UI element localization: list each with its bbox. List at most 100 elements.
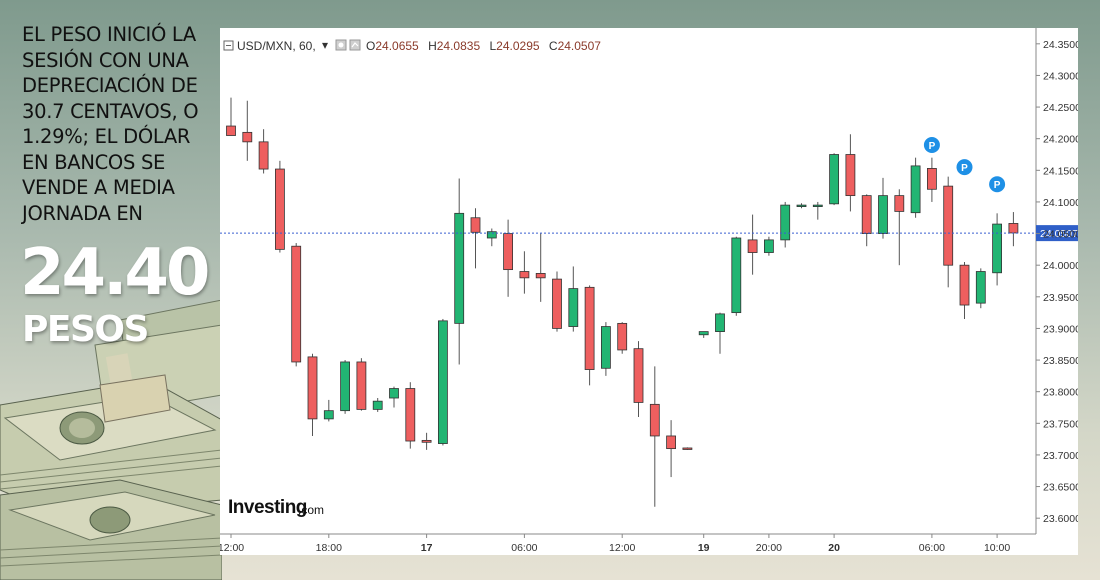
candle xyxy=(845,134,856,212)
settings-icon[interactable] xyxy=(335,39,347,51)
candle xyxy=(226,97,236,136)
candle xyxy=(682,447,693,450)
x-tick-label: 17 xyxy=(421,542,433,554)
low-value: 24.0295 xyxy=(496,39,540,53)
candlestick-chart: USD/MXN, 60, ▾ O24.0655 H24.0835 L24.029… xyxy=(220,28,1078,554)
candle-body-up xyxy=(780,204,791,241)
candle xyxy=(959,262,970,319)
candle-body-down xyxy=(894,195,905,212)
candle-body-down xyxy=(861,195,872,234)
headline-line: 1.29%; EL DÓLAR xyxy=(22,125,191,148)
markers-layer: P P P xyxy=(923,137,1006,193)
candle xyxy=(519,251,530,294)
candle-body-down xyxy=(242,131,253,143)
candle-body-down xyxy=(959,264,970,306)
candle-body-down xyxy=(633,348,644,403)
x-tick-label: 20:00 xyxy=(756,542,782,554)
x-tick-label: 20 xyxy=(828,542,840,554)
collapse-icon[interactable] xyxy=(223,40,234,51)
dividend-marker[interactable]: P xyxy=(923,137,940,154)
investing-logo: Investing .com xyxy=(228,497,324,518)
candle-body-down xyxy=(1008,223,1019,234)
y-tick-label: 23.7000 xyxy=(1043,450,1078,462)
x-axis: 12:00 18:00 17 06:00 12:00 19 20:00 20 06:00 10:0… xyxy=(220,534,1010,554)
candle-body-up xyxy=(715,313,725,333)
candle xyxy=(470,208,481,269)
candle xyxy=(486,228,497,247)
open-label: O xyxy=(366,39,375,53)
candle xyxy=(421,432,432,450)
candle xyxy=(389,386,399,408)
logo-main: Investing xyxy=(228,497,307,518)
headline: EL PESO INICIÓ LA SESIÓN CON UNA DEPRECI… xyxy=(22,22,222,226)
candle-body-down xyxy=(519,271,530,279)
dividend-marker[interactable]: P xyxy=(989,176,1006,193)
candle-body-down xyxy=(649,403,660,437)
headline-line: JORNADA EN xyxy=(22,201,143,225)
compare-icon[interactable] xyxy=(349,39,361,51)
y-tick-label: 23.8000 xyxy=(1043,387,1078,399)
candle-body-up xyxy=(975,271,986,304)
svg-text:O24.0655 H24.0835: O24.0655 H24.0835 L24.0295 C24.0507 xyxy=(366,39,601,53)
candle xyxy=(975,268,986,309)
candle-body-down xyxy=(584,286,595,370)
candle-body-down xyxy=(307,356,318,420)
candle-body-up xyxy=(568,288,579,327)
candle-body-down xyxy=(291,245,302,363)
candle xyxy=(943,176,954,288)
dividend-marker[interactable]: P xyxy=(956,159,973,176)
candle-body-down xyxy=(275,168,285,250)
candle-body-down xyxy=(552,278,562,329)
candle xyxy=(764,236,774,256)
candle xyxy=(649,366,660,507)
candle-body-down xyxy=(943,185,954,266)
candle-body-down xyxy=(405,388,416,442)
candle xyxy=(715,312,725,354)
candle-body-down xyxy=(421,439,432,443)
chevron-down-icon[interactable]: ▾ xyxy=(322,38,328,52)
money-stack-middle xyxy=(0,374,222,516)
candle-body-up xyxy=(878,195,888,234)
candle xyxy=(437,318,448,446)
candle xyxy=(405,382,416,449)
marker-label: P xyxy=(994,180,1001,191)
candle xyxy=(307,353,318,436)
candle-body-up xyxy=(829,154,839,205)
candle-body-up xyxy=(992,223,1002,274)
candle-body-down xyxy=(682,447,693,450)
candle-body-down xyxy=(747,239,758,253)
candle xyxy=(747,214,758,275)
candle xyxy=(910,157,921,218)
y-tick-label: 23.9500 xyxy=(1043,292,1078,304)
y-tick-label: 23.8500 xyxy=(1043,355,1078,367)
candle xyxy=(356,358,367,411)
candle-body-up xyxy=(340,361,350,412)
candle xyxy=(666,420,677,478)
headline-line: SESIÓN CON UNA xyxy=(22,48,189,72)
candle xyxy=(878,177,888,239)
y-tick-label: 23.9000 xyxy=(1043,323,1078,335)
candle xyxy=(812,201,823,220)
symbol-label: USD/MXN, 60, xyxy=(237,39,316,53)
candle xyxy=(552,271,562,332)
candle xyxy=(780,201,791,248)
close-label: C xyxy=(549,39,558,53)
candle xyxy=(340,360,350,414)
open-value: 24.0655 xyxy=(375,39,419,53)
candle-body-up xyxy=(486,231,497,239)
candle xyxy=(633,341,644,417)
marker-circle xyxy=(923,137,940,154)
candle xyxy=(454,178,465,365)
candle xyxy=(568,266,579,332)
candles-layer xyxy=(226,97,1019,507)
candle xyxy=(617,322,628,354)
y-tick-label: 24.3500 xyxy=(1043,39,1078,51)
candle-body-up xyxy=(764,239,774,253)
logo-suffix: .com xyxy=(298,503,324,517)
candle xyxy=(600,322,611,376)
headline-line: 30.7 CENTAVOS, O xyxy=(22,99,199,123)
y-tick-label: 23.6500 xyxy=(1043,482,1078,494)
candle-body-up xyxy=(600,326,611,369)
candle xyxy=(372,398,383,412)
candle xyxy=(731,236,742,316)
